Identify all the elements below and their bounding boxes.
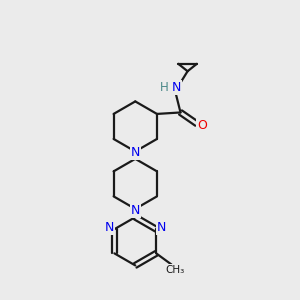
Text: N: N xyxy=(130,146,140,159)
Text: O: O xyxy=(197,118,207,132)
Text: N: N xyxy=(104,221,114,234)
Text: N: N xyxy=(172,81,182,94)
Text: N: N xyxy=(130,204,140,217)
Text: H: H xyxy=(160,81,168,94)
Text: CH₃: CH₃ xyxy=(165,265,185,275)
Text: N: N xyxy=(157,221,166,234)
